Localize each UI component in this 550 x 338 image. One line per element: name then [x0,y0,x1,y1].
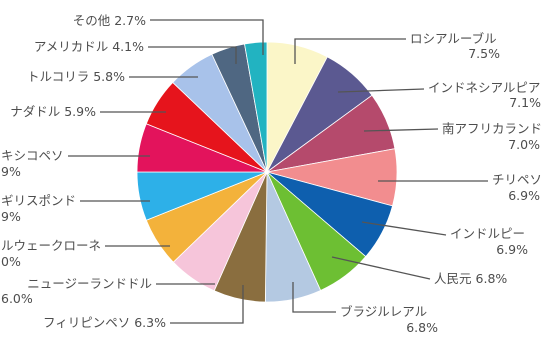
slice-value-turkish-lira: 5.8% [93,69,125,84]
slice-value-other: 2.7% [114,13,146,28]
slice-value-new-zealand-dollar: 6.0% [1,291,33,306]
slice-label-mexican-peso: キシコペソ [1,148,64,163]
slice-label-new-zealand-dollar: ニュージーランドドル [27,276,152,291]
slice-value-chilean-peso: 6.9% [508,188,540,203]
pie-chart [136,41,398,303]
slice-label-british-pound: ギリスポンド [1,193,76,208]
leader-line-indonesian-rupiah [337,88,425,93]
slice-value-brazilian-real: 6.8% [406,320,438,335]
slice-label-philippine-peso: フィリピンペソ 6.3% [43,315,166,330]
slice-labels: ロシアルーブル 7.5% インドネシアルピア 7.1% 南アフリカランド 7.0… [1,13,542,335]
slice-value-canadian-dollar: 5.9% [64,104,96,119]
leader-line-us-dollar [148,46,237,64]
slice-value-british-pound: 9% [1,209,21,224]
slice-value-russian-ruble: 7.5% [468,46,500,61]
leader-line-south-african-rand [363,128,439,132]
slice-label-russian-ruble: ロシアルーブル [410,31,497,46]
slice-value-us-dollar: 4.1% [112,39,144,54]
slice-value-indonesian-rupiah: 7.1% [509,95,541,110]
leader-line-other [150,19,264,55]
slice-label-other: その他 2.7% [73,13,146,28]
leader-line-brazilian-real [292,282,336,313]
leader-lines [68,19,488,324]
slice-label-turkish-lira-name: トルコリラ [27,69,89,84]
slice-value-mexican-peso: 9% [1,164,21,179]
leader-line-chinese-yuan [331,256,431,280]
slice-label-philippine-peso-name: フィリピンペソ [43,315,130,330]
slice-label-indian-rupee: インドルピー [450,226,525,241]
slice-value-chinese-yuan: 6.8% [476,271,508,286]
slice-label-us-dollar-name: アメリカドル [34,39,108,54]
leader-line-russian-ruble [294,38,406,64]
pie-slice-16 [244,41,268,173]
slice-value-indian-rupee: 6.9% [496,242,528,257]
slice-label-other-name: その他 [73,13,111,28]
slice-label-turkish-lira: トルコリラ 5.8% [27,69,125,84]
slice-label-chinese-yuan-name: 人民元 [434,271,472,286]
slice-label-canadian-dollar: ナダドル 5.9% [10,104,96,119]
leader-line-indian-rupee [361,221,447,236]
slice-value-norwegian-krone: 0% [1,254,21,269]
slice-value-philippine-peso: 6.3% [134,315,166,330]
slice-label-indonesian-rupiah: インドネシアルピア [428,80,540,95]
slice-value-south-african-rand: 7.0% [508,137,540,152]
leader-line-philippine-peso [170,285,244,324]
slice-label-us-dollar: アメリカドル 4.1% [34,39,144,54]
slice-label-chilean-peso: チリペソ [492,172,542,187]
slice-label-canadian-dollar-name: ナダドル [10,104,60,119]
slice-label-chinese-yuan: 人民元 6.8% [434,271,507,286]
slice-label-brazilian-real: ブラジルレアル [340,304,427,319]
slice-label-norwegian-krone: ルウェークローネ [1,238,101,253]
slice-label-south-african-rand: 南アフリカランド [442,121,542,136]
